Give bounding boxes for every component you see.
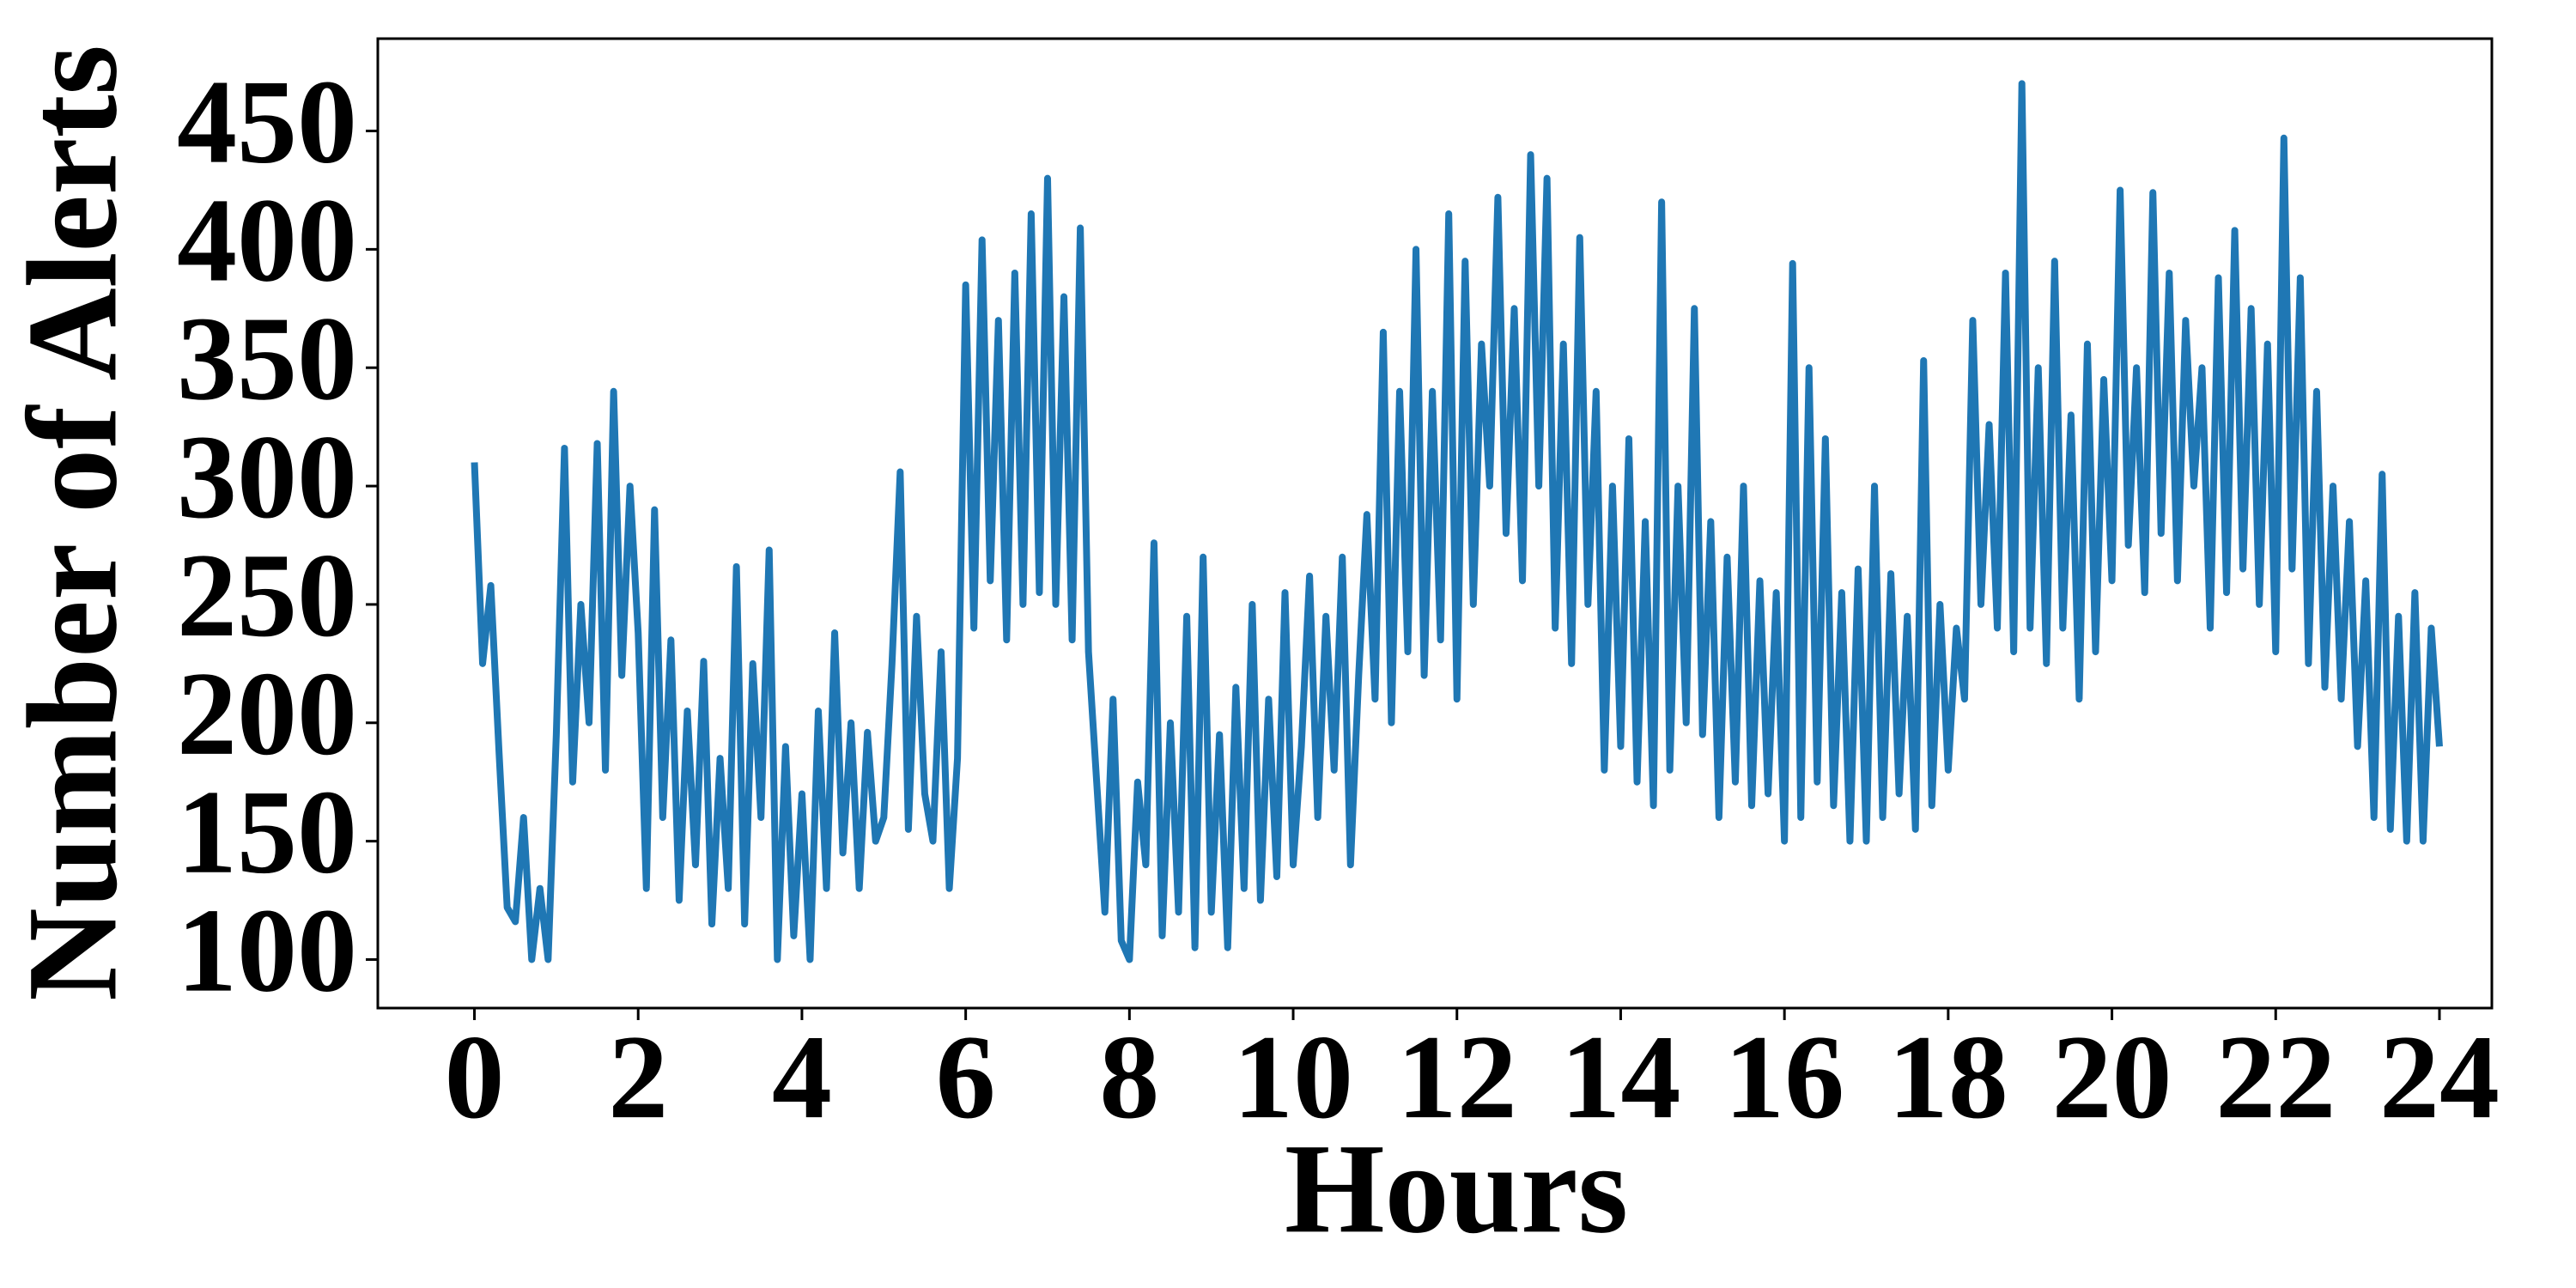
x-tick-label: 2 bbox=[608, 1011, 668, 1144]
x-tick-label: 12 bbox=[1397, 1011, 1517, 1144]
plot-frame bbox=[376, 37, 2494, 1010]
x-tick-label: 24 bbox=[2379, 1011, 2500, 1144]
x-axis-title: Hours bbox=[1285, 1117, 1628, 1260]
y-tick-label: 450 bbox=[177, 56, 357, 189]
x-tick-label: 6 bbox=[936, 1011, 996, 1144]
x-tick-label: 22 bbox=[2215, 1011, 2336, 1144]
y-tick-label: 300 bbox=[177, 410, 357, 544]
x-tick-label: 18 bbox=[1888, 1011, 2008, 1144]
x-tick-label: 20 bbox=[2052, 1011, 2172, 1144]
y-tick-label: 350 bbox=[177, 292, 357, 425]
y-tick-label: 150 bbox=[177, 766, 357, 899]
y-tick-label: 250 bbox=[177, 529, 357, 662]
data-line bbox=[471, 80, 2443, 963]
x-tick-label: 8 bbox=[1099, 1011, 1159, 1144]
x-tick-label: 16 bbox=[1724, 1011, 1844, 1144]
y-tick-label: 200 bbox=[177, 647, 357, 781]
x-tick-label: 0 bbox=[445, 1011, 505, 1144]
x-tick-label: 14 bbox=[1560, 1011, 1680, 1144]
y-tick-label: 100 bbox=[177, 884, 357, 1018]
x-tick-label: 10 bbox=[1233, 1011, 1353, 1144]
y-axis-title: Number of Alerts bbox=[1, 45, 143, 1001]
y-tick-label: 400 bbox=[177, 173, 357, 307]
x-tick-label: 4 bbox=[772, 1011, 832, 1144]
